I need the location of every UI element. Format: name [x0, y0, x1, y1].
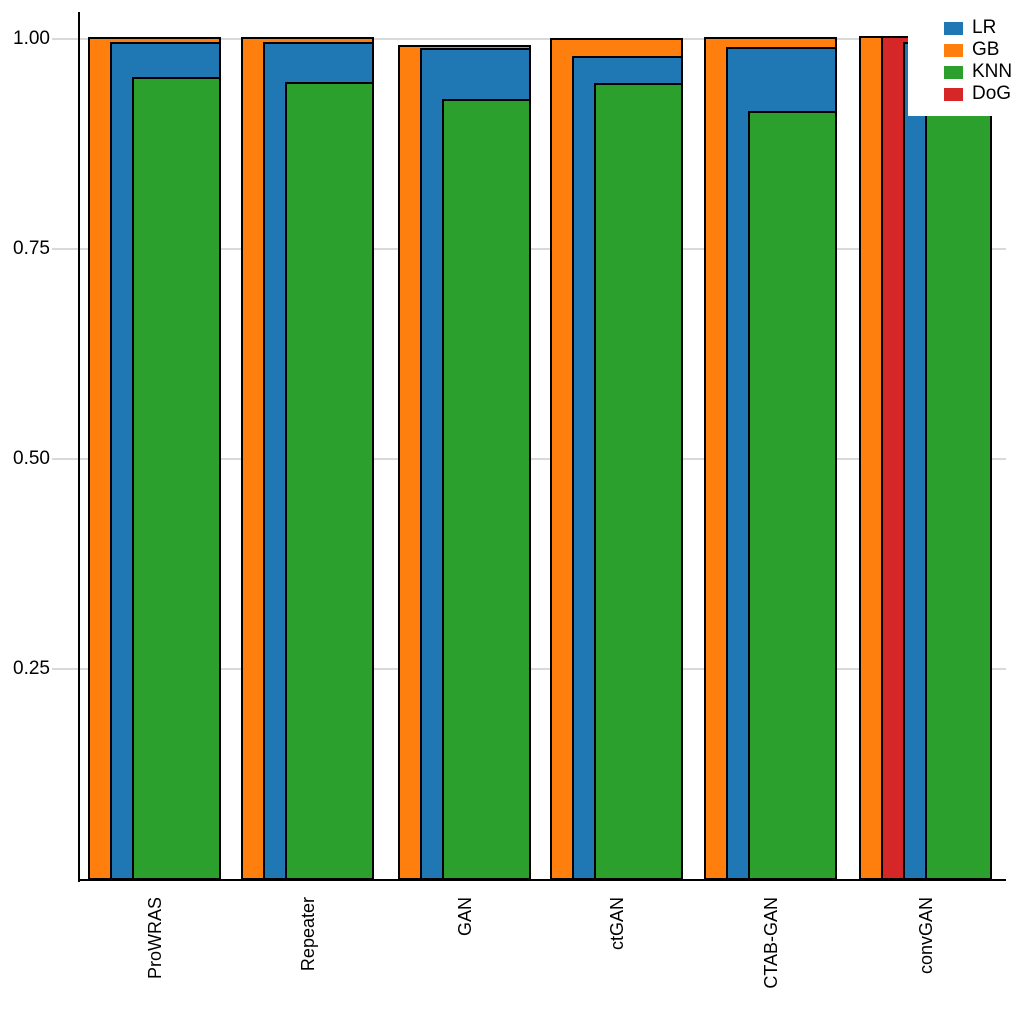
- legend-color-swatch-icon: [944, 21, 963, 35]
- x-axis-label-ctGAN: ctGAN: [606, 897, 627, 951]
- x-axis-label-convGAN: convGAN: [915, 897, 936, 975]
- x-axis-line: [78, 879, 1006, 881]
- bar-KNN-CTAB-GAN: [748, 111, 837, 880]
- bar-KNN-ctGAN: [594, 82, 683, 880]
- legend-color-swatch-icon: [944, 65, 963, 79]
- gridline-1.00: [52, 38, 1006, 40]
- x-axis-label-CTAB-GAN: CTAB-GAN: [760, 897, 781, 989]
- legend-item-KNN: KNN: [908, 61, 1024, 83]
- y-axis-tick-label: 0.50: [13, 448, 50, 469]
- legend-color-swatch-icon: [944, 43, 963, 57]
- bar-KNN-GAN: [442, 99, 531, 880]
- x-axis-label-ProWRAS: ProWRAS: [144, 897, 165, 980]
- legend-label: GB: [972, 39, 1000, 60]
- legend-color-swatch-icon: [944, 87, 963, 101]
- bar-KNN-Repeater: [285, 81, 374, 880]
- legend-item-DoG: DoG: [908, 83, 1024, 105]
- x-axis-label-Repeater: Repeater: [297, 897, 318, 972]
- y-axis-tick-label: 0.25: [13, 658, 50, 679]
- legend-label: KNN: [972, 61, 1013, 82]
- y-axis-tick-label: 0.75: [13, 238, 50, 259]
- x-axis-label-GAN: GAN: [454, 897, 475, 937]
- legend: LR GB KNN DoG: [908, 6, 1024, 116]
- legend-label: DoG: [972, 83, 1012, 104]
- bar-KNN-ProWRAS: [132, 76, 221, 880]
- legend-item-LR: LR: [908, 17, 1024, 39]
- legend-label: LR: [972, 17, 997, 38]
- y-axis-line: [78, 12, 80, 882]
- y-axis-tick-label: 1.00: [13, 28, 50, 49]
- legend-item-GB: GB: [908, 39, 1024, 61]
- bar-KNN-convGAN: [925, 112, 992, 880]
